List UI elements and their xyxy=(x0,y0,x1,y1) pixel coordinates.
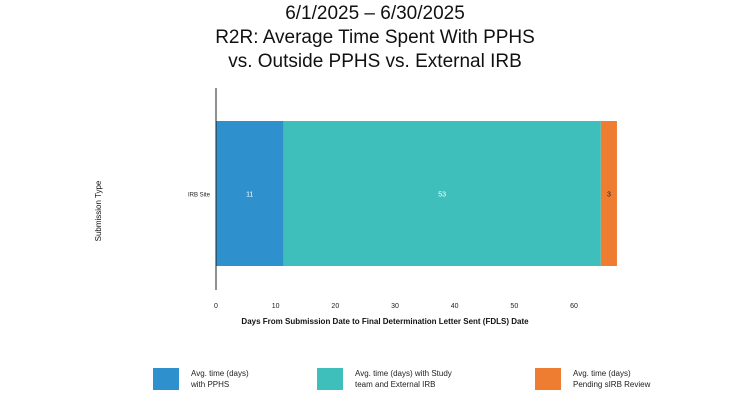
bar-label-sirb-review: 3 xyxy=(607,192,611,199)
bar-label-pphs: 11 xyxy=(246,192,253,199)
x-tick-label: 0 xyxy=(214,303,218,310)
y-axis-label: Submission Type xyxy=(94,180,103,241)
bar-segment-external-irb xyxy=(283,121,601,266)
legend-swatch-sirb-review xyxy=(535,368,561,390)
legend-swatch-pphs xyxy=(153,368,179,390)
x-tick-label: 50 xyxy=(510,303,518,310)
bar-label-external-irb: 53 xyxy=(438,192,446,199)
x-axis-label: Days From Submission Date to Final Deter… xyxy=(241,317,529,326)
legend-label-pphs: Avg. time (days) with PPHS xyxy=(191,369,249,389)
legend-swatch-external-irb xyxy=(317,368,343,390)
legend-label-sirb-review: Avg. time (days) Pending sIRB Review xyxy=(573,369,651,389)
bar-segment-pphs xyxy=(216,121,284,266)
legend: Avg. time (days) with PPHS Avg. time (da… xyxy=(0,366,750,396)
bar-segment-sirb-review xyxy=(600,121,617,266)
title-line-2: R2R: Average Time Spent With PPHS xyxy=(215,27,535,48)
x-tick-label: 30 xyxy=(391,303,399,310)
x-tick-label: 40 xyxy=(451,303,459,310)
y-category-label: IRB Site xyxy=(188,193,211,199)
x-tick-label: 60 xyxy=(570,303,578,310)
chart-plot: 11 53 3 0 10 20 30 40 50 60 IRB Site Days From S… xyxy=(94,88,617,326)
chart-title: 6/1/2025 – 6/30/2025 R2R: Average Time S… xyxy=(0,2,750,74)
x-ticks: 0 10 20 30 40 50 60 xyxy=(214,303,578,310)
title-line-1: 6/1/2025 – 6/30/2025 xyxy=(285,3,465,24)
y-categories: IRB Site xyxy=(188,193,211,199)
bar-group: 11 53 3 xyxy=(216,121,617,266)
x-tick-label: 20 xyxy=(331,303,339,310)
legend-label-external-irb: Avg. time (days) with Study team and Ext… xyxy=(355,369,452,389)
x-tick-label: 10 xyxy=(272,303,280,310)
title-line-3: vs. Outside PPHS vs. External IRB xyxy=(228,51,522,72)
